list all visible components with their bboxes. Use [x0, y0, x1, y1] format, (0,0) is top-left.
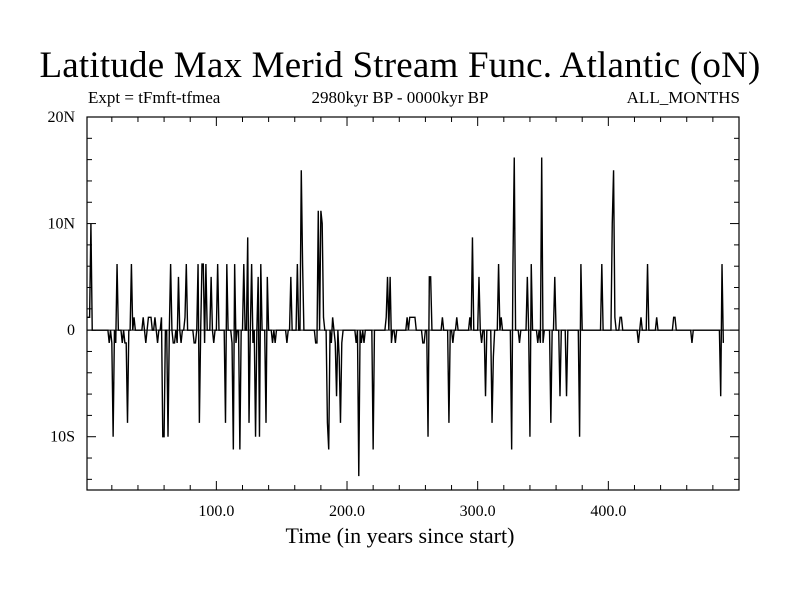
- series-line: [87, 157, 725, 477]
- x-tick-label: 100.0: [198, 503, 234, 520]
- y-tick-label: 20N: [47, 109, 75, 126]
- y-tick-label: 10N: [47, 216, 75, 233]
- y-tick-label: 0: [67, 322, 75, 339]
- x-tick-label: 400.0: [590, 503, 626, 520]
- months-label: ALL_MONTHS: [626, 88, 740, 107]
- y-tick-labels: 20N 10N 0 10S: [47, 109, 75, 446]
- period-label: 2980kyr BP - 0000kyr BP: [311, 88, 489, 107]
- x-tick-labels: 100.0 200.0 300.0 400.0: [198, 503, 626, 520]
- y-tick-label: 10S: [50, 429, 75, 446]
- x-axis-label: Time (in years since start): [285, 523, 515, 548]
- x-tick-label: 300.0: [460, 503, 496, 520]
- x-tick-label: 200.0: [329, 503, 365, 520]
- series-group: [87, 157, 725, 477]
- experiment-label: Expt = tFmft-tfmea: [88, 88, 221, 107]
- plot-frame: [86, 116, 740, 491]
- chart-title: Latitude Max Merid Stream Func. Atlantic…: [39, 45, 761, 86]
